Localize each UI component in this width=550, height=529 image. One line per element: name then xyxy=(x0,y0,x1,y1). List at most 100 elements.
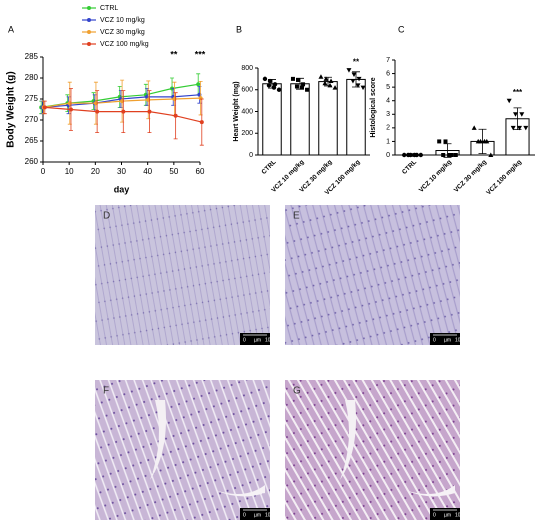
y-tick-label: 5 xyxy=(386,84,390,91)
micrograph xyxy=(95,380,270,520)
x-tick-label: VCZ 30 mg/kg xyxy=(453,159,488,194)
scale-bar-label: 100 xyxy=(265,337,274,343)
data-point xyxy=(402,152,407,158)
data-point xyxy=(332,85,338,90)
data-point xyxy=(519,112,525,117)
data-point xyxy=(447,153,452,157)
data-point xyxy=(173,113,178,118)
data-point xyxy=(406,152,411,158)
bar xyxy=(346,78,366,156)
panel-label: B xyxy=(236,24,242,34)
y-tick-label: 1 xyxy=(386,138,390,145)
legend-marker xyxy=(87,30,91,34)
scale-bar-box xyxy=(240,508,270,520)
y-tick-label: 2 xyxy=(386,125,390,132)
panel-label: E xyxy=(293,211,300,222)
data-point xyxy=(305,87,310,92)
legend-label: CTRL xyxy=(100,5,118,12)
y-tick-label: 7 xyxy=(386,57,390,64)
data-point xyxy=(351,72,357,78)
x-tick-label: 10 xyxy=(65,167,74,176)
scale-bar-label: 0 xyxy=(243,337,246,343)
y-tick-label: 260 xyxy=(25,157,39,166)
significance: *** xyxy=(195,49,206,59)
data-point xyxy=(510,125,516,131)
scale-bar-label: µm xyxy=(254,337,261,343)
panel-label: G xyxy=(293,386,301,397)
data-point xyxy=(328,78,334,84)
data-point xyxy=(412,152,417,158)
y-tick-label: 800 xyxy=(241,65,253,72)
data-point xyxy=(418,152,423,158)
data-point xyxy=(147,109,152,114)
panel-label: A xyxy=(8,24,14,34)
y-tick-label: 275 xyxy=(25,94,39,103)
data-point xyxy=(441,153,446,157)
data-point xyxy=(449,153,454,157)
significance: ** xyxy=(353,57,360,66)
y-tick-label: 600 xyxy=(241,87,253,94)
x-axis-title: day xyxy=(114,184,130,194)
data-point xyxy=(513,112,518,117)
bar xyxy=(290,83,310,156)
y-tick-label: 200 xyxy=(241,130,253,137)
data-point xyxy=(68,107,73,112)
y-tick-label: 4 xyxy=(386,98,390,105)
data-point xyxy=(290,76,295,81)
data-point xyxy=(443,139,448,144)
legend-label: VCZ 30 mg/kg xyxy=(100,29,145,36)
legend-marker xyxy=(87,6,91,10)
legend-marker xyxy=(87,18,91,22)
data-point xyxy=(346,68,352,73)
data-point xyxy=(262,76,268,82)
scale-bar-label: 100 xyxy=(455,512,464,518)
data-point xyxy=(323,76,329,81)
scale-bar-box xyxy=(240,333,270,345)
data-point xyxy=(42,105,47,110)
x-tick-label: VCZ 100 mg/kg xyxy=(485,159,523,197)
data-point xyxy=(95,109,100,114)
scale-bar-label: µm xyxy=(444,337,451,343)
data-point xyxy=(488,152,494,157)
x-tick-label: 50 xyxy=(169,167,178,176)
data-point xyxy=(294,84,299,89)
data-point xyxy=(482,138,487,144)
scale-bar-label: 0 xyxy=(433,512,436,518)
error-bar xyxy=(352,71,360,88)
x-tick-label: CTRL xyxy=(260,159,277,176)
data-point xyxy=(453,153,458,157)
bar xyxy=(262,83,282,156)
x-tick-label: CTRL xyxy=(401,159,418,176)
x-tick-label: 20 xyxy=(91,167,100,176)
significance: ** xyxy=(170,49,178,59)
data-point xyxy=(506,98,512,104)
y-tick-label: 285 xyxy=(25,52,39,61)
y-tick-label: 0 xyxy=(249,152,253,159)
scale-bar-label: 0 xyxy=(433,337,436,343)
tissue-gap xyxy=(215,485,265,497)
tissue-gap xyxy=(150,400,166,480)
legend-label: VCZ 100 mg/kg xyxy=(100,41,149,48)
scale-bar-label: µm xyxy=(444,512,451,518)
y-axis-title: Body Weight (g) xyxy=(6,71,17,147)
data-point xyxy=(517,125,522,131)
data-point xyxy=(121,109,126,114)
x-tick-label: 30 xyxy=(117,167,126,176)
legend-label: VCZ 10 mg/kg xyxy=(100,17,145,24)
micrograph xyxy=(285,380,460,520)
data-point xyxy=(199,120,204,125)
tissue-gap xyxy=(405,485,455,497)
data-point xyxy=(196,82,201,87)
x-tick-label: VCZ 10 mg/kg xyxy=(418,159,453,194)
panel-label: D xyxy=(103,211,110,222)
bar xyxy=(318,81,338,156)
data-point xyxy=(360,85,366,91)
scale-bar-label: 100 xyxy=(265,512,274,518)
error-bar xyxy=(478,128,487,155)
data-point xyxy=(523,125,529,131)
significance: *** xyxy=(513,88,523,97)
data-point xyxy=(350,79,356,84)
panel-label: F xyxy=(103,386,109,397)
x-tick-label: 0 xyxy=(41,167,46,176)
tissue-gap xyxy=(340,400,356,480)
